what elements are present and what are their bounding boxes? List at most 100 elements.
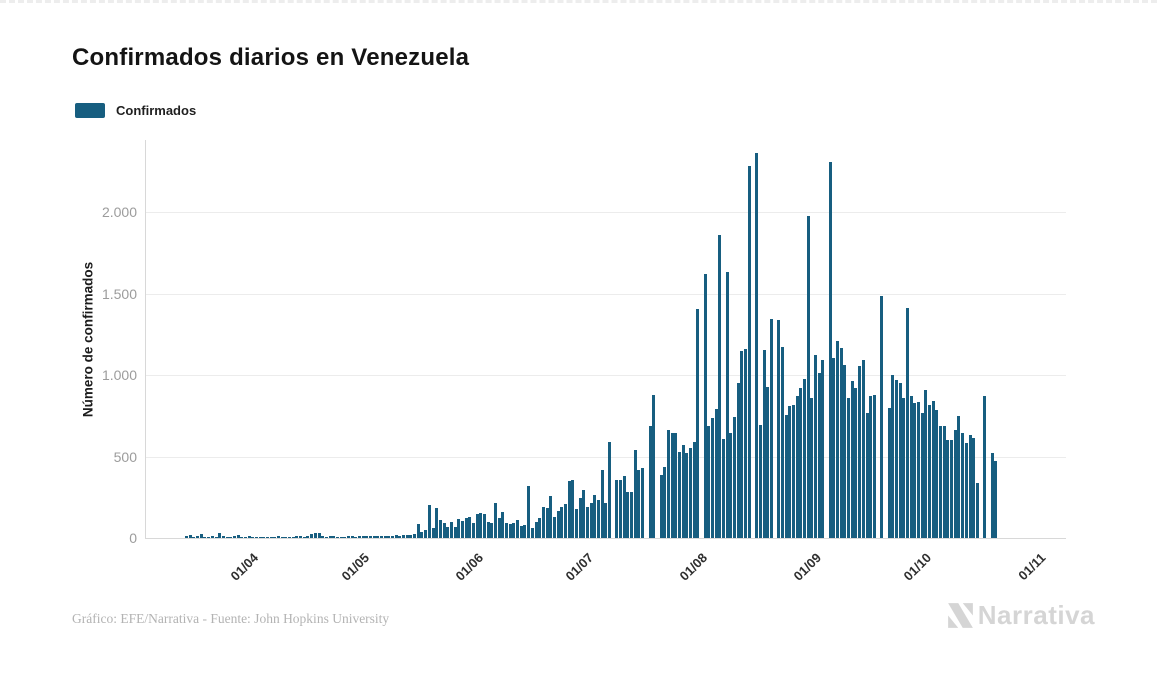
bar[interactable]	[372, 536, 376, 538]
bar[interactable]	[508, 524, 512, 538]
bar[interactable]	[321, 536, 325, 538]
bar[interactable]	[803, 379, 806, 538]
bar[interactable]	[622, 475, 626, 538]
bar[interactable]	[460, 520, 464, 538]
bar[interactable]	[380, 536, 384, 538]
bar[interactable]	[917, 402, 921, 538]
bar[interactable]	[961, 433, 965, 538]
bar[interactable]	[269, 537, 273, 538]
bar[interactable]	[262, 537, 266, 538]
bar[interactable]	[475, 513, 479, 538]
bar[interactable]	[471, 522, 475, 538]
bar[interactable]	[277, 536, 281, 538]
bar[interactable]	[663, 466, 667, 538]
bar[interactable]	[847, 398, 851, 538]
bar[interactable]	[810, 398, 814, 538]
bar[interactable]	[615, 479, 619, 538]
bar[interactable]	[453, 526, 457, 538]
bar[interactable]	[229, 537, 233, 538]
bar[interactable]	[769, 319, 773, 538]
bar[interactable]	[310, 533, 314, 538]
bar[interactable]	[545, 507, 549, 538]
bar[interactable]	[887, 408, 891, 538]
bar[interactable]	[589, 503, 593, 538]
bar[interactable]	[902, 398, 906, 538]
bar[interactable]	[722, 438, 726, 538]
bar[interactable]	[924, 389, 928, 538]
bar[interactable]	[225, 536, 229, 538]
bar[interactable]	[648, 425, 652, 538]
bar[interactable]	[416, 524, 420, 538]
bar[interactable]	[273, 536, 277, 538]
bar[interactable]	[865, 413, 869, 538]
bar[interactable]	[556, 511, 560, 538]
bar[interactable]	[350, 536, 354, 538]
bar[interactable]	[512, 522, 516, 538]
bar[interactable]	[677, 451, 681, 538]
bar[interactable]	[593, 494, 597, 538]
bar[interactable]	[843, 364, 847, 538]
bar[interactable]	[505, 523, 509, 538]
bar[interactable]	[284, 536, 288, 538]
bar[interactable]	[920, 413, 924, 538]
bar[interactable]	[446, 527, 450, 538]
bar[interactable]	[567, 480, 571, 538]
bar[interactable]	[685, 452, 689, 538]
bar[interactable]	[288, 536, 292, 538]
bar[interactable]	[324, 537, 328, 538]
bar[interactable]	[950, 439, 954, 538]
bar[interactable]	[821, 359, 825, 538]
bar[interactable]	[483, 513, 487, 538]
bar[interactable]	[258, 536, 262, 538]
bar[interactable]	[964, 443, 968, 538]
bar[interactable]	[236, 535, 240, 538]
bar[interactable]	[398, 535, 402, 538]
bar[interactable]	[361, 536, 365, 538]
bar[interactable]	[251, 536, 255, 538]
bar[interactable]	[791, 404, 795, 538]
bar[interactable]	[302, 536, 306, 538]
bar[interactable]	[957, 415, 961, 538]
bar[interactable]	[299, 536, 303, 538]
bar[interactable]	[427, 504, 431, 538]
bar[interactable]	[354, 536, 358, 538]
bar[interactable]	[711, 418, 715, 538]
bar[interactable]	[692, 441, 696, 538]
bar[interactable]	[990, 452, 994, 538]
bar[interactable]	[597, 499, 601, 538]
bar[interactable]	[619, 479, 623, 538]
bar[interactable]	[799, 388, 803, 538]
bar[interactable]	[527, 485, 531, 538]
bar[interactable]	[523, 524, 527, 538]
bar[interactable]	[313, 532, 317, 538]
bar[interactable]	[626, 491, 630, 538]
bar[interactable]	[975, 483, 979, 538]
bar[interactable]	[218, 533, 222, 538]
bar[interactable]	[637, 469, 641, 538]
bar[interactable]	[207, 537, 211, 538]
bar[interactable]	[435, 508, 439, 538]
bar[interactable]	[431, 528, 435, 538]
bar[interactable]	[972, 438, 976, 538]
bar[interactable]	[254, 537, 258, 538]
bar[interactable]	[744, 349, 748, 538]
bar[interactable]	[858, 366, 862, 538]
bar[interactable]	[494, 503, 498, 538]
legend[interactable]: Confirmados	[75, 103, 196, 118]
bar[interactable]	[806, 215, 810, 538]
bar[interactable]	[582, 489, 586, 538]
bar[interactable]	[383, 535, 387, 538]
bar[interactable]	[192, 537, 196, 538]
bar[interactable]	[681, 444, 685, 538]
bar[interactable]	[538, 518, 542, 538]
bar[interactable]	[733, 416, 737, 538]
bar[interactable]	[758, 425, 762, 538]
bar[interactable]	[560, 507, 564, 538]
bar[interactable]	[563, 503, 567, 538]
bar[interactable]	[894, 379, 898, 538]
bar[interactable]	[784, 414, 788, 538]
bar[interactable]	[630, 491, 634, 538]
bar[interactable]	[780, 347, 784, 538]
bar[interactable]	[196, 536, 200, 538]
bar[interactable]	[747, 165, 751, 538]
